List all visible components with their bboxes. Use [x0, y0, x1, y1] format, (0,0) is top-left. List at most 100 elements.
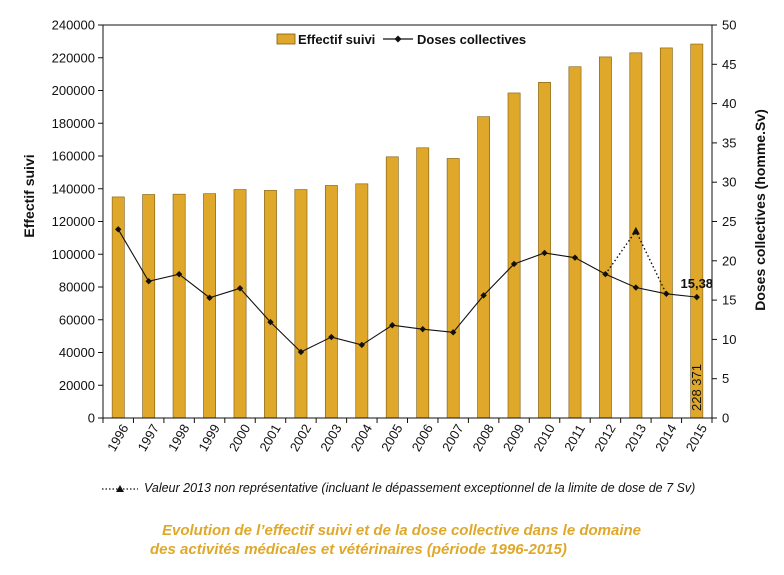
legend-swatch-effectif-suivi: [276, 33, 296, 45]
legend-marker-doses-collectives: [394, 35, 402, 43]
bar-effectif-suivi: [203, 193, 216, 419]
y-tick-label-right: 35: [722, 135, 736, 150]
x-tick-label: 2014: [652, 421, 679, 454]
point-doses-collectives: [693, 293, 700, 301]
bar-effectif-suivi: [355, 183, 369, 419]
y-tick-label-right: 0: [722, 411, 729, 426]
bar-effectif-suivi: [142, 194, 156, 419]
bar-effectif-suivi: [233, 189, 247, 419]
legend-label-effectif-suivi: Effectif suivi: [298, 32, 375, 47]
legend-label-doses-collectives: Doses collectives: [417, 32, 526, 47]
bar-effectif-suivi: [294, 189, 308, 419]
footnote: Valeur 2013 non représentative (incluant…: [100, 481, 740, 495]
x-tick-label: 2000: [226, 421, 253, 454]
x-tick-label: 2010: [530, 421, 557, 454]
x-tick-label: 1996: [104, 421, 131, 454]
y-tick-label-left: 100000: [52, 247, 95, 262]
y-tick-label-left: 140000: [52, 181, 95, 196]
point-doses-collectives: [206, 294, 213, 301]
x-tick-label: 2015: [683, 421, 710, 454]
x-tick-label: 1997: [135, 421, 162, 454]
x-tick-label: 2005: [378, 421, 405, 454]
x-tick-label: 2011: [561, 422, 588, 454]
y-tick-label-right: 10: [722, 332, 736, 347]
x-tick-label: 2008: [469, 421, 496, 454]
y-tick-label-right: 20: [722, 253, 736, 268]
legend: Effectif suivi Doses collectives: [276, 32, 526, 47]
plot-frame: [102, 24, 713, 419]
y-tick-label-left: 220000: [52, 50, 95, 65]
point-doses-collectives: [175, 270, 183, 278]
line-series-doses-collectives: 15,38: [115, 226, 713, 356]
bar-effectif-suivi: [507, 92, 521, 419]
x-tick-label: 1999: [195, 421, 222, 454]
y-tick-label-left: 160000: [52, 149, 95, 164]
y-tick-label-right: 40: [722, 96, 736, 111]
y-tick-label-right: 25: [722, 214, 736, 229]
bar-effectif-suivi: [477, 116, 491, 419]
caption-line-2: des activités médicales et vétérinaires …: [150, 541, 567, 558]
caption-line-1: Evolution de l’effectif suivi et de la d…: [162, 522, 642, 539]
y-axis-title-left: Effectif suivi: [21, 154, 37, 237]
bar-effectif-suivi: [599, 56, 612, 419]
y-tick-label-right: 50: [722, 18, 736, 33]
x-tick-label: 2006: [409, 421, 436, 454]
point-doses-collectives: [328, 333, 335, 341]
point-doses-collectives: [358, 341, 366, 349]
bar-effectif-suivi: [385, 156, 399, 419]
x-tick-label: 1998: [165, 421, 192, 454]
bar-effectif-suivi: [446, 158, 460, 419]
y-axis-title-right: Doses collectives (homme.Sv): [752, 109, 768, 311]
point-doses-collectives: [480, 292, 487, 299]
point-doses-collectives: [267, 318, 274, 326]
bar-effectif-suivi: [264, 190, 277, 419]
point-doses-collectives: [115, 226, 122, 233]
point-doses-collectives: [541, 249, 548, 257]
point-doses-collectives: [632, 284, 640, 291]
bar-effectif-suivi: [568, 66, 582, 419]
y-tick-label-left: 240000: [52, 18, 95, 33]
y-tick-label-left: 40000: [59, 345, 95, 360]
y-tick-label-left: 60000: [59, 312, 95, 327]
point-doses-collectives: [236, 285, 244, 292]
bar-effectif-suivi: [629, 52, 643, 419]
x-tick-label: 2007: [439, 421, 466, 454]
bar-effectif-suivi: [172, 193, 186, 419]
y-tick-label-right: 15: [722, 293, 736, 308]
figure-caption: Evolution de l’effectif suivi et de la d…: [150, 521, 750, 559]
x-tick-label: 2009: [500, 421, 527, 454]
bar-effectif-suivi: [659, 47, 673, 419]
y-tick-label-right: 30: [722, 175, 736, 190]
point-doses-collectives: [602, 270, 609, 278]
bar-effectif-suivi: [416, 147, 430, 419]
point-2013-non-representative: [631, 226, 640, 235]
line-doses-collectives: [117, 229, 697, 353]
point-doses-collectives: [663, 290, 670, 298]
y-tick-label-left: 120000: [52, 214, 95, 229]
point-doses-collectives: [145, 278, 152, 285]
y-tick-label-right: 5: [722, 371, 729, 386]
y-tick-label-right: 45: [722, 57, 736, 72]
x-tick-label: 2003: [317, 421, 344, 454]
bar-effectif-suivi: [324, 185, 338, 419]
y-tick-label-left: 180000: [52, 116, 95, 131]
y-tick-label-left: 80000: [59, 280, 95, 295]
x-tick-label: 2013: [622, 421, 649, 454]
x-tick-label: 2012: [591, 421, 618, 454]
x-tick-label: 2004: [348, 421, 375, 454]
y-tick-label-left: 200000: [52, 83, 95, 98]
x-tick-label: 2001: [256, 421, 283, 454]
footnote-text: Valeur 2013 non représentative (incluant…: [144, 481, 696, 495]
data-label-last-bar: 228 371: [689, 364, 704, 411]
y-tick-label-left: 0: [88, 411, 95, 426]
x-tick-label: 2002: [287, 421, 314, 454]
point-doses-collectives: [510, 260, 518, 268]
dotted-line-marker-icon: [102, 484, 138, 492]
point-doses-collectives: [571, 254, 579, 261]
y-tick-label-left: 20000: [59, 378, 95, 393]
point-doses-collectives: [449, 329, 457, 336]
point-doses-collectives: [419, 325, 426, 333]
bar-effectif-suivi: [690, 43, 704, 419]
point-doses-collectives: [389, 322, 396, 329]
